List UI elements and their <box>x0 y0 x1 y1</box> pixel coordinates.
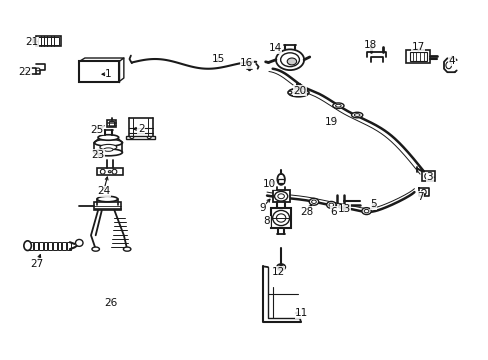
Text: 24: 24 <box>97 186 110 196</box>
Text: 20: 20 <box>293 86 306 96</box>
Text: 6: 6 <box>330 207 336 217</box>
Ellipse shape <box>276 214 285 222</box>
Bar <box>421 171 434 181</box>
Ellipse shape <box>287 89 308 97</box>
Ellipse shape <box>278 265 283 269</box>
Ellipse shape <box>112 169 117 174</box>
Text: 2: 2 <box>138 124 144 134</box>
Bar <box>29 242 33 250</box>
Ellipse shape <box>100 169 105 174</box>
Ellipse shape <box>272 210 289 226</box>
Bar <box>272 190 289 202</box>
Ellipse shape <box>24 241 31 251</box>
Bar <box>97 167 122 175</box>
Ellipse shape <box>445 62 450 69</box>
Ellipse shape <box>94 139 122 146</box>
Ellipse shape <box>287 91 291 94</box>
Text: 21: 21 <box>26 37 39 48</box>
Text: 18: 18 <box>363 40 376 50</box>
Bar <box>270 208 291 228</box>
Bar <box>39 242 42 250</box>
Ellipse shape <box>75 239 83 246</box>
Ellipse shape <box>364 210 368 213</box>
Ellipse shape <box>335 104 341 107</box>
Bar <box>43 242 47 250</box>
Text: 17: 17 <box>411 42 424 52</box>
Bar <box>34 242 38 250</box>
Ellipse shape <box>130 136 133 139</box>
Ellipse shape <box>421 189 426 195</box>
Text: 4: 4 <box>448 56 454 66</box>
Text: 7: 7 <box>416 192 423 202</box>
Text: 12: 12 <box>271 267 285 276</box>
Ellipse shape <box>286 58 296 65</box>
Bar <box>109 121 114 126</box>
Text: 27: 27 <box>30 258 43 269</box>
Ellipse shape <box>354 114 359 116</box>
Bar <box>126 136 155 139</box>
Bar <box>53 242 57 250</box>
Ellipse shape <box>123 247 131 251</box>
Ellipse shape <box>98 135 119 140</box>
Text: 8: 8 <box>263 216 270 226</box>
Text: 3: 3 <box>426 172 432 182</box>
Text: 15: 15 <box>212 54 225 64</box>
Text: 11: 11 <box>295 308 308 318</box>
Text: 9: 9 <box>259 203 265 213</box>
Ellipse shape <box>293 91 303 94</box>
Ellipse shape <box>276 264 285 270</box>
Text: 16: 16 <box>240 58 253 68</box>
Bar <box>107 120 116 127</box>
Bar <box>278 179 284 184</box>
Text: 26: 26 <box>104 298 117 308</box>
Text: 23: 23 <box>91 150 104 160</box>
Ellipse shape <box>36 68 40 71</box>
Text: 14: 14 <box>268 43 281 53</box>
Ellipse shape <box>328 203 333 207</box>
Ellipse shape <box>332 103 344 108</box>
Ellipse shape <box>351 112 362 118</box>
Ellipse shape <box>275 49 304 70</box>
Ellipse shape <box>280 53 299 67</box>
Text: 25: 25 <box>90 125 103 135</box>
Ellipse shape <box>92 247 99 251</box>
Ellipse shape <box>277 194 284 199</box>
Bar <box>58 242 61 250</box>
Bar <box>406 50 429 63</box>
Text: 22: 22 <box>19 67 32 77</box>
Ellipse shape <box>103 148 113 151</box>
Ellipse shape <box>147 136 151 139</box>
Text: 1: 1 <box>105 69 111 79</box>
Ellipse shape <box>326 202 335 208</box>
Ellipse shape <box>361 208 370 215</box>
Text: 10: 10 <box>262 179 275 189</box>
Bar <box>62 242 66 250</box>
Bar <box>67 242 71 250</box>
Bar <box>36 36 61 46</box>
Text: 19: 19 <box>324 117 337 127</box>
Ellipse shape <box>277 174 285 185</box>
Bar <box>94 202 121 210</box>
Ellipse shape <box>311 200 316 203</box>
Ellipse shape <box>100 144 117 150</box>
Ellipse shape <box>94 149 122 156</box>
Text: 5: 5 <box>369 199 376 209</box>
Ellipse shape <box>108 171 111 173</box>
Bar <box>79 62 119 81</box>
Text: 28: 28 <box>299 207 312 217</box>
Bar <box>409 52 426 62</box>
Bar <box>48 242 52 250</box>
Ellipse shape <box>305 91 308 94</box>
Ellipse shape <box>97 196 118 202</box>
Ellipse shape <box>274 192 287 201</box>
Ellipse shape <box>424 173 431 180</box>
Ellipse shape <box>308 198 318 205</box>
Bar <box>38 37 59 45</box>
Text: 13: 13 <box>337 204 350 214</box>
